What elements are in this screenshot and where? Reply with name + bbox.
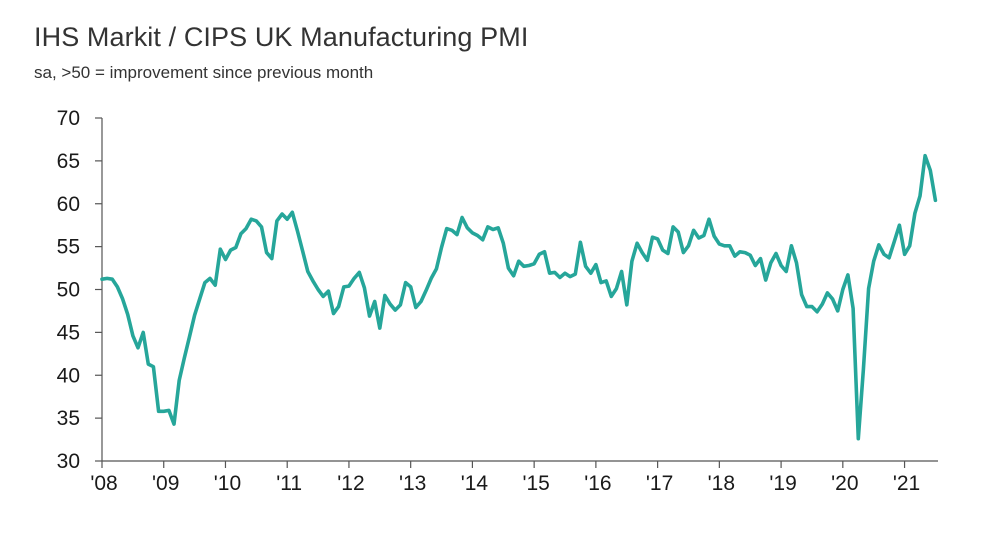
x-tick-label: '19	[769, 472, 796, 495]
chart-title: IHS Markit / CIPS UK Manufacturing PMI	[34, 22, 529, 52]
x-tick-label: '17	[646, 472, 673, 495]
x-tick-label: '14	[461, 472, 489, 495]
x-tick-label: '08	[90, 472, 117, 495]
y-tick-label: 35	[57, 407, 80, 430]
x-tick-label: '21	[893, 472, 920, 495]
chart-subtitle: sa, >50 = improvement since previous mon…	[34, 63, 374, 82]
x-tick-label: '16	[584, 472, 611, 495]
y-tick-label: 30	[57, 450, 80, 473]
x-tick-label: '13	[399, 472, 426, 495]
x-tick-label: '18	[708, 472, 735, 495]
series-line-0	[100, 153, 938, 441]
x-tick-label: '10	[214, 472, 241, 495]
x-tick-label: '12	[337, 472, 364, 495]
y-tick-label: 50	[57, 279, 80, 302]
y-tick-label: 45	[57, 321, 80, 344]
x-tick-label: '11	[276, 472, 302, 495]
x-tick-label: '09	[152, 472, 179, 495]
x-tick-label: '20	[831, 472, 858, 495]
y-tick-label: 40	[57, 364, 80, 387]
y-tick-label: 55	[57, 236, 80, 259]
y-tick-label: 60	[57, 193, 80, 216]
y-tick-label: 65	[57, 150, 80, 173]
x-tick-label: '15	[522, 472, 549, 495]
y-tick-label: 70	[57, 107, 80, 130]
